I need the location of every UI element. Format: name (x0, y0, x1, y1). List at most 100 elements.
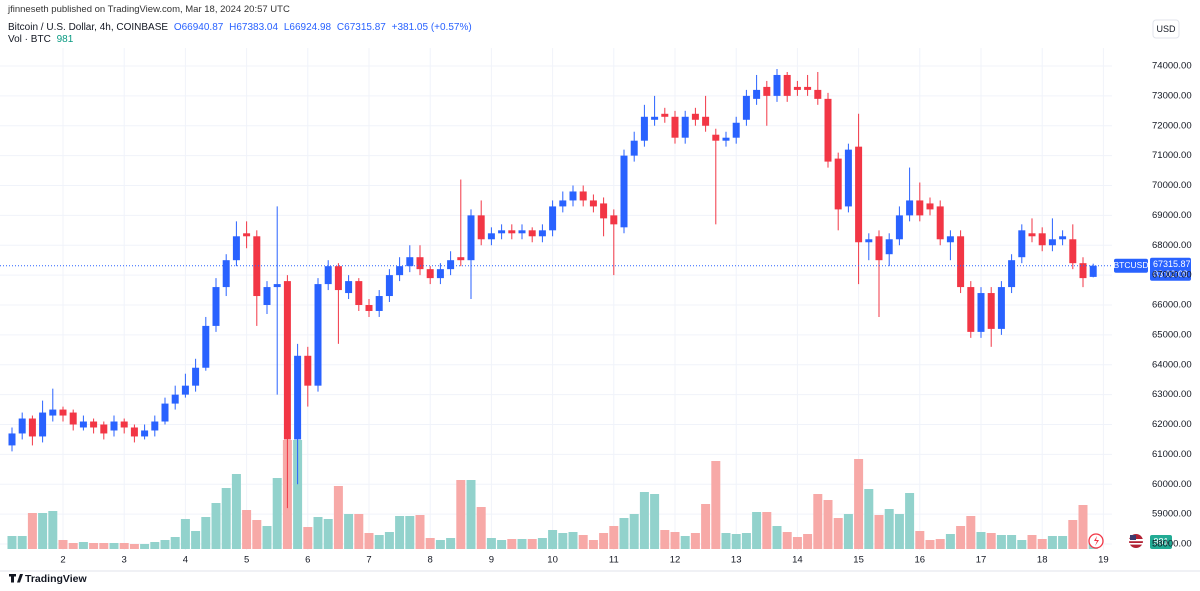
x-tick-label: 17 (976, 555, 987, 566)
volume-bar (568, 532, 578, 549)
volume-bar (119, 543, 129, 549)
volume-bar (854, 459, 864, 549)
y-tick-label: 63000.00 (1152, 389, 1192, 400)
volume-bar (1078, 505, 1088, 549)
candle-body (283, 281, 291, 440)
candle-body (69, 412, 77, 425)
volume-bar (272, 478, 282, 549)
volume-bar (588, 540, 598, 549)
volume-bar (578, 535, 588, 549)
alert-bolt (1094, 536, 1099, 546)
candle-body (1038, 233, 1046, 246)
x-tick-label: 13 (731, 555, 742, 566)
countdown: 03:02:09 (1153, 269, 1188, 279)
candle-body (722, 137, 730, 141)
candle-body (39, 412, 47, 437)
volume-bar (1037, 539, 1047, 549)
candle-body (273, 284, 281, 288)
volume-bar (629, 514, 639, 549)
x-tick-label: 18 (1037, 555, 1048, 566)
volume-bar (68, 543, 78, 549)
candle-body (120, 421, 128, 428)
candle-body (385, 275, 393, 297)
candle-body (885, 239, 893, 255)
volume-value: 981 (56, 34, 74, 45)
volume-bar (262, 526, 272, 549)
y-tick-label: 73000.00 (1152, 90, 1192, 101)
legend-low: L66924.98 (283, 22, 332, 33)
candle-body (630, 140, 638, 156)
published-line: jfinneseth published on TradingView.com,… (8, 4, 290, 15)
volume-bar (323, 519, 333, 549)
volume-bar (48, 511, 58, 549)
currency-box[interactable] (1152, 19, 1180, 39)
candle-body (610, 215, 618, 225)
candle-body (834, 158, 842, 210)
candle-body (253, 236, 261, 297)
candle-body (79, 421, 87, 428)
candle-body (477, 215, 485, 240)
volume-bar (384, 532, 394, 549)
x-tick-label: 2 (60, 555, 65, 566)
candles (8, 68, 1097, 509)
flag-stripe (1129, 539, 1143, 542)
volume-bar (976, 532, 986, 549)
volume-bar (38, 513, 48, 549)
volume-bar (395, 516, 405, 549)
candle-body (640, 116, 648, 141)
candle-body (90, 421, 98, 428)
candle-body (753, 89, 761, 99)
candle-body (457, 257, 465, 261)
volume-bar (344, 514, 354, 549)
volume-bar (405, 516, 415, 549)
volume-bar (619, 518, 629, 549)
volume-bar (211, 503, 221, 549)
volume-bar (160, 540, 170, 549)
x-tick-label: 3 (122, 555, 127, 566)
candle-body (416, 257, 424, 270)
volume-bar (170, 537, 180, 549)
candle-body (375, 296, 383, 311)
volume-bar (599, 533, 609, 549)
volume-bar (792, 537, 802, 549)
volume-bar (660, 530, 670, 549)
candle-body (18, 418, 26, 434)
volume-bar (527, 539, 537, 549)
volume-bar (1068, 520, 1078, 549)
volume-bar (252, 520, 262, 549)
candle-body (804, 86, 812, 90)
volume-bar (558, 533, 568, 549)
grid (0, 48, 1112, 550)
x-tick-label: 7 (366, 555, 371, 566)
candle-body (865, 239, 873, 243)
candle-body (49, 409, 57, 416)
symbol-tag-bg (1114, 258, 1148, 273)
volume-bar (548, 530, 558, 549)
candle-body (171, 394, 179, 404)
volume-bar (752, 512, 762, 549)
candle-body (181, 385, 189, 395)
candle-body (967, 287, 975, 332)
candle-body (712, 134, 720, 141)
volume-bar (27, 513, 37, 549)
volume-bar (915, 531, 925, 549)
volume-bar (639, 492, 649, 549)
candle-body (59, 409, 67, 416)
volume-bar (537, 538, 547, 549)
y-tick-label: 59000.00 (1152, 509, 1192, 520)
volume-bar (609, 526, 619, 549)
candle-body (824, 98, 832, 162)
candle-body (538, 230, 546, 237)
volume-bar (1047, 536, 1057, 549)
volume-bar (476, 507, 486, 549)
candle-body (987, 293, 995, 329)
candle-body (161, 403, 169, 422)
candle-body (141, 430, 149, 437)
brand-mark (9, 574, 23, 583)
y-tick-label: 58000.00 (1152, 539, 1192, 550)
volume-bar (956, 526, 966, 549)
volume-bar (731, 534, 741, 549)
candle-body (487, 233, 495, 240)
